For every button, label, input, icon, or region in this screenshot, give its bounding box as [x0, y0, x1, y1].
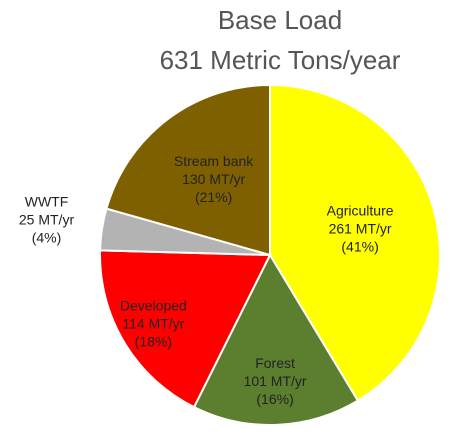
- pie-slice: [269, 83, 441, 402]
- slice-label: Developed: [120, 298, 187, 314]
- pie-slice: [105, 83, 271, 257]
- value-label: 114 MT/yr: [122, 316, 184, 332]
- slice-label: Forest: [255, 355, 295, 371]
- percent-label: (18%): [135, 334, 172, 350]
- chart-title: Base Load: [218, 5, 342, 35]
- percent-label: (16%): [256, 391, 293, 407]
- slice-label: WWTF: [25, 194, 69, 210]
- pie-slice: [192, 252, 360, 426]
- pie-slice: [99, 249, 272, 409]
- slice-label: Stream bank: [174, 153, 254, 169]
- percent-label: (21%): [195, 189, 232, 205]
- slice-label: Agriculture: [327, 203, 394, 219]
- percent-label: (41%): [341, 239, 378, 255]
- percent-label: (4%): [32, 230, 62, 246]
- chart-subtitle: 631 Metric Tons/year: [160, 45, 401, 75]
- value-label: 261 MT/yr: [329, 221, 392, 237]
- value-label: 130 MT/yr: [182, 171, 245, 187]
- value-label: 25 MT/yr: [19, 212, 75, 228]
- value-label: 101 MT/yr: [244, 373, 307, 389]
